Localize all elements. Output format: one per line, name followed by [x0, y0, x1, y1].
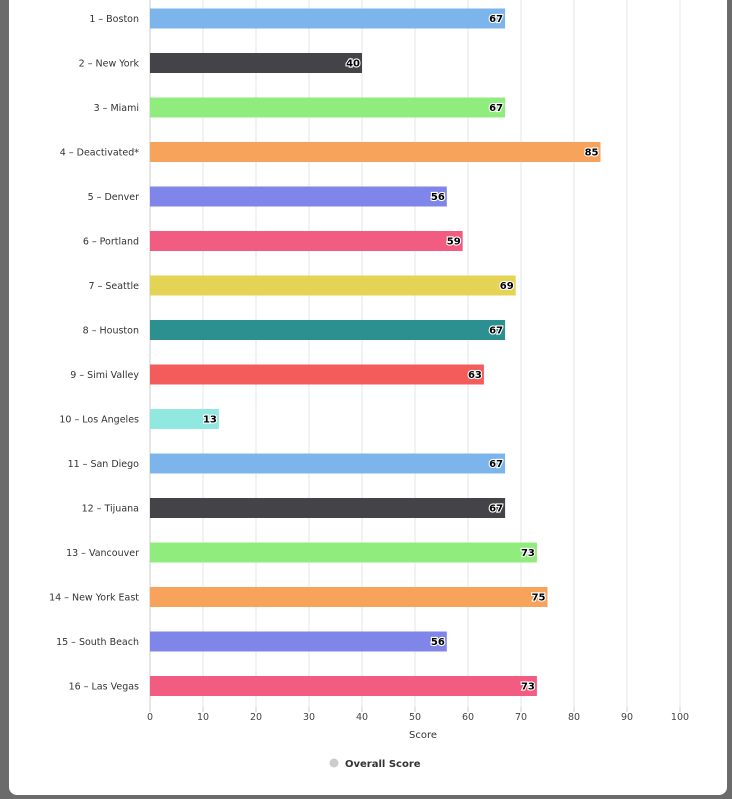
- legend-label: Overall Score: [345, 759, 421, 770]
- bar-value-label: 59: [447, 237, 461, 248]
- bar-value-label: 75: [532, 593, 546, 604]
- bar-value-label: 67: [489, 14, 503, 25]
- category-label: 11 – San Diego: [68, 459, 140, 470]
- x-tick-label: 100: [671, 712, 689, 723]
- bar-value-label: 63: [468, 370, 482, 381]
- bar[interactable]: [150, 676, 537, 696]
- x-tick-label: 60: [462, 712, 474, 723]
- bar[interactable]: [150, 320, 506, 340]
- bar[interactable]: [150, 8, 506, 29]
- bar[interactable]: [150, 453, 506, 474]
- category-label: 15 – South Beach: [56, 637, 139, 648]
- x-tick-label: 80: [568, 712, 580, 723]
- chart-card: 67 40 67 85 56 59 69 67 63 13 67 67 73 75 56 73 1 – Bos…: [9, 0, 727, 795]
- category-label: 13 – Vancouver: [66, 548, 139, 559]
- category-label: 2 – New York: [79, 59, 140, 70]
- x-tick-label: 30: [303, 712, 315, 723]
- bar[interactable]: [150, 97, 506, 118]
- bar-value-label: 40: [346, 59, 360, 70]
- bar[interactable]: [150, 231, 463, 251]
- bar-value-label: 67: [489, 504, 503, 515]
- bar-value-label: 85: [585, 148, 599, 159]
- x-tick-label: 10: [197, 712, 209, 723]
- category-label: 16 – Las Vegas: [69, 682, 139, 693]
- category-label: 9 – Simi Valley: [70, 370, 139, 381]
- category-label: 8 – Houston: [83, 326, 139, 337]
- bar[interactable]: [150, 542, 537, 563]
- grid-lines: [149, 0, 681, 707]
- bar-value-label: 67: [489, 459, 503, 470]
- category-label: 14 – New York East: [49, 593, 139, 604]
- x-axis-title: Score: [409, 730, 437, 741]
- bar-value-label: 67: [489, 103, 503, 114]
- x-tick-label: 0: [147, 712, 153, 723]
- x-tick-label: 50: [409, 712, 421, 723]
- bar[interactable]: [150, 587, 548, 607]
- category-labels: 1 – Boston 2 – New York 3 – Miami 4 – Deact…: [49, 14, 139, 693]
- bar-value-label: 73: [521, 548, 535, 559]
- bar[interactable]: [150, 53, 362, 73]
- bar-chart: 67 40 67 85 56 59 69 67 63 13 67 67 73 75 56 73 1 – Bos…: [49, 0, 689, 771]
- bar[interactable]: [150, 631, 447, 652]
- bar[interactable]: [150, 498, 506, 518]
- bar-value-label: 13: [203, 415, 217, 426]
- bar-value-label: 56: [431, 192, 445, 203]
- category-label: 6 – Portland: [83, 237, 139, 248]
- legend-item[interactable]: Overall Score: [329, 758, 421, 771]
- category-label: 12 – Tijuana: [82, 504, 139, 515]
- x-tick-label: 40: [356, 712, 368, 723]
- legend-marker-icon: [329, 758, 339, 768]
- bar[interactable]: [150, 364, 484, 385]
- bar[interactable]: [150, 186, 447, 207]
- category-label: 1 – Boston: [89, 14, 139, 25]
- bar[interactable]: [150, 142, 601, 162]
- x-axis-ticks: 0 10 20 30 40 50 60 70 80 90 100: [147, 707, 689, 723]
- category-label: 5 – Denver: [88, 192, 139, 203]
- bar[interactable]: [150, 409, 219, 429]
- category-label: 4 – Deactivated*: [60, 148, 139, 159]
- bar-value-label: 56: [431, 637, 445, 648]
- bars: 67 40 67 85 56 59 69 67 63 13 67 67 73 75 56 73: [150, 8, 601, 696]
- bar-value-label: 67: [489, 326, 503, 337]
- x-tick-label: 90: [621, 712, 633, 723]
- category-label: 10 – Los Angeles: [59, 415, 139, 426]
- x-tick-label: 70: [515, 712, 527, 723]
- category-label: 3 – Miami: [94, 103, 139, 114]
- bar[interactable]: [150, 275, 516, 296]
- bar-value-label: 69: [500, 281, 514, 292]
- bar-value-label: 73: [521, 682, 535, 693]
- x-tick-label: 20: [250, 712, 262, 723]
- category-label: 7 – Seattle: [89, 281, 140, 292]
